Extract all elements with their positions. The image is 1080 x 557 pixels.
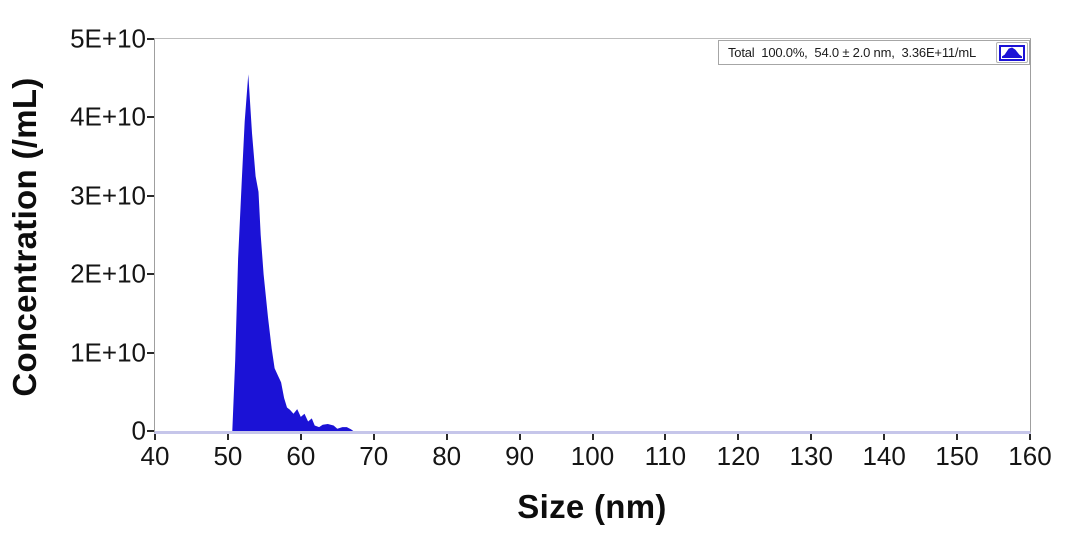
x-tick-label: 90 — [505, 441, 535, 471]
x-tick-label: 100 — [570, 441, 615, 471]
x-tick-label: 70 — [359, 441, 389, 471]
x-tick-mark — [810, 434, 813, 440]
distribution-curve-icon — [999, 44, 1025, 61]
x-tick-label: 150 — [935, 441, 979, 471]
x-tick-label: 160 — [1008, 441, 1052, 471]
x-tick-mark — [956, 434, 959, 440]
x-tick-label: 80 — [432, 441, 462, 471]
plot-canvas — [232, 74, 354, 431]
x-tick-mark — [154, 434, 156, 440]
x-tick-label: 60 — [286, 441, 316, 471]
legend-icon-cell[interactable] — [996, 42, 1028, 63]
y-tick-mark — [147, 38, 154, 40]
y-tick-label: 0 — [131, 415, 146, 446]
plot-area[interactable] — [154, 38, 1031, 434]
x-tick-mark — [226, 434, 229, 440]
total-distribution-area — [232, 74, 354, 431]
y-tick-mark — [147, 273, 154, 276]
legend-stats-text: Total 100.0%, 54.0 ± 2.0 nm, 3.36E+11/mL — [728, 45, 976, 60]
x-tick-mark — [883, 434, 886, 440]
x-axis-title: Size (nm) — [517, 488, 667, 525]
y-tick-label: 1E+10 — [70, 337, 146, 368]
y-tick-label: 3E+10 — [70, 180, 146, 211]
x-tick-mark — [445, 434, 448, 440]
x-tick-label: 50 — [213, 441, 243, 471]
x-tick-mark — [518, 434, 521, 440]
y-tick-label: 5E+10 — [70, 23, 146, 54]
x-tick-mark — [591, 434, 594, 440]
y-tick-mark — [147, 351, 154, 354]
legend[interactable]: Total 100.0%, 54.0 ± 2.0 nm, 3.36E+11/mL — [718, 40, 1030, 65]
x-tick-label: 110 — [644, 441, 687, 471]
x-tick-mark — [372, 434, 375, 440]
x-tick-mark — [664, 434, 667, 440]
x-tick-mark — [737, 434, 740, 440]
y-tick-label: 2E+10 — [70, 258, 146, 289]
x-tick-label: 140 — [862, 441, 906, 471]
x-tick-label: 120 — [716, 441, 761, 471]
y-tick-label: 4E+10 — [70, 101, 146, 132]
x-tick-label: 40 — [140, 441, 170, 471]
y-tick-mark — [147, 430, 154, 432]
x-tick-mark — [1029, 434, 1031, 440]
y-tick-mark — [147, 194, 154, 197]
x-tick-mark — [299, 434, 302, 440]
y-tick-mark — [147, 116, 154, 119]
x-tick-label: 130 — [789, 441, 833, 471]
